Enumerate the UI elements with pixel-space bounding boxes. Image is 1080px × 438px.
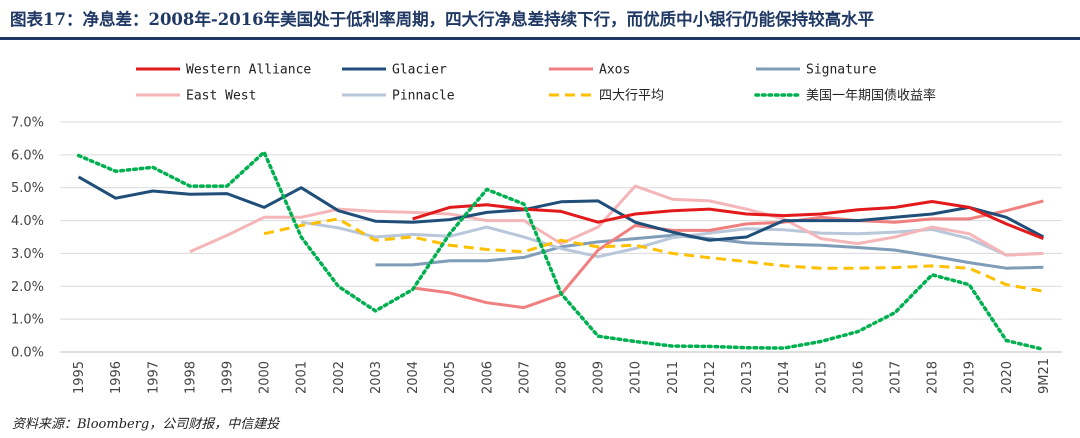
y-tick-label: 2.0% bbox=[11, 280, 44, 295]
chart-title: 图表17：净息差：2008年-2016年美国处于低利率周期，四大行净息差持续下行… bbox=[10, 10, 875, 29]
series-line bbox=[412, 199, 1044, 310]
x-tick-label: 1999 bbox=[221, 361, 236, 394]
y-tick-label: 7.0% bbox=[11, 116, 44, 131]
x-tick-label: 2000 bbox=[258, 361, 273, 394]
x-tick-label: 9M21 bbox=[1037, 358, 1052, 394]
x-axis: 1995 1996 1997 1998 1999 2000 2001 2002 2003 2004… bbox=[72, 358, 1052, 394]
y-tick-label: 0.0% bbox=[11, 346, 44, 361]
y-tick-label: 4.0% bbox=[11, 214, 44, 229]
x-tick-label: 2014 bbox=[777, 361, 792, 394]
legend-label: 美国一年期国债收益率 bbox=[806, 88, 936, 104]
series-line bbox=[76, 150, 1046, 352]
series-line bbox=[263, 217, 1044, 293]
x-tick-label: 1996 bbox=[109, 361, 124, 394]
series-line bbox=[189, 184, 1044, 257]
x-tick-label: 2018 bbox=[926, 361, 941, 394]
legend-label: East West bbox=[186, 89, 256, 104]
x-tick-label: 2016 bbox=[851, 361, 866, 394]
x-tick-label: 2013 bbox=[740, 361, 755, 394]
x-tick-label: 1997 bbox=[146, 361, 161, 394]
x-tick-label: 2015 bbox=[814, 361, 829, 394]
grid-lines bbox=[60, 121, 1062, 353]
y-tick-label: 3.0% bbox=[11, 247, 44, 262]
x-tick-label: 2019 bbox=[963, 361, 978, 394]
legend-label: Glacier bbox=[392, 63, 447, 78]
line-chart: 0.0%1.0%2.0%3.0%4.0%5.0%6.0%7.0% 1995 199… bbox=[11, 63, 1062, 394]
x-tick-label: 1995 bbox=[72, 361, 87, 394]
legend-label: 四大行平均 bbox=[599, 89, 664, 104]
x-tick-label: 2005 bbox=[443, 361, 458, 394]
x-tick-label: 2010 bbox=[629, 361, 644, 394]
legend-label: Signature bbox=[806, 63, 877, 78]
legend-label: Axos bbox=[599, 63, 630, 78]
y-tick-label: 5.0% bbox=[11, 181, 44, 196]
title-rule bbox=[0, 37, 1080, 40]
x-tick-label: 2001 bbox=[295, 361, 310, 394]
x-tick-label: 2009 bbox=[592, 361, 607, 394]
x-tick-label: 2006 bbox=[480, 361, 495, 394]
y-tick-label: 6.0% bbox=[11, 148, 44, 163]
series-lines bbox=[76, 150, 1046, 352]
x-tick-label: 2011 bbox=[666, 361, 681, 394]
x-tick-label: 2004 bbox=[406, 361, 421, 394]
x-tick-label: 2002 bbox=[332, 361, 347, 394]
x-tick-label: 2007 bbox=[517, 361, 532, 394]
x-tick-label: 2003 bbox=[369, 361, 384, 394]
x-tick-label: 2012 bbox=[703, 361, 718, 394]
y-tick-label: 1.0% bbox=[11, 313, 44, 328]
legend-label: Western Alliance bbox=[186, 63, 311, 78]
series-line bbox=[375, 233, 1044, 270]
series-line bbox=[77, 175, 1045, 242]
x-tick-label: 2020 bbox=[1000, 361, 1015, 394]
y-axis: 0.0% 1.0% 2.0% 3.0% 4.0% 5.0% 6.0% 7.0% bbox=[11, 116, 44, 361]
legend-label: Pinnacle bbox=[392, 89, 455, 104]
legend: Western Alliance Glacier Axos Signature East… bbox=[136, 63, 936, 104]
series-line bbox=[412, 200, 1044, 240]
x-tick-label: 1998 bbox=[183, 361, 198, 394]
x-tick-label: 2017 bbox=[889, 361, 904, 394]
source-note: 资料来源：Bloomberg，公司财报，中信建投 bbox=[12, 417, 280, 432]
x-tick-label: 2008 bbox=[555, 361, 570, 394]
